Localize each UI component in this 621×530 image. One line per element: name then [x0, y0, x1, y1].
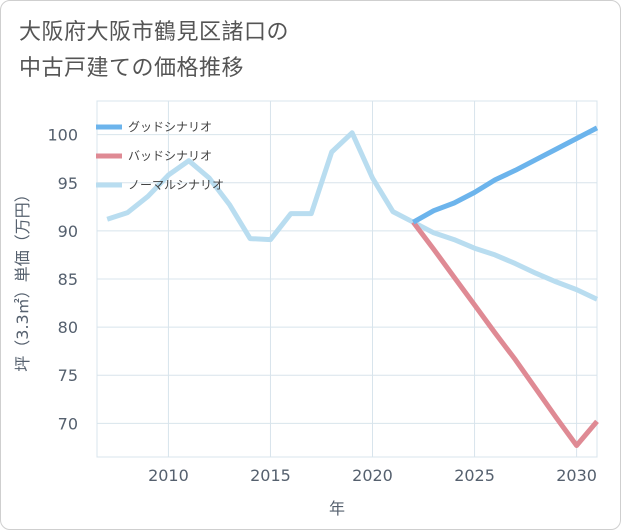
- series-lines: [106, 125, 599, 448]
- x-axis-ticks: 2010 2015 2020 2025 2030: [148, 466, 597, 485]
- x-axis-label: 年: [329, 499, 345, 518]
- grid-lines: [96, 100, 598, 458]
- y-axis-ticks: 70 75 80 85 90 95 100: [47, 126, 78, 434]
- series-line-1: [411, 220, 599, 448]
- x-tick-label: 2015: [250, 466, 291, 485]
- y-tick-label: 80: [58, 318, 78, 337]
- legend-label: ノーマルシナリオ: [128, 178, 224, 192]
- y-axis-label: 坪（3.3㎡）単価（万円）: [13, 186, 32, 371]
- x-tick-label: 2020: [352, 466, 393, 485]
- x-tick-label: 2010: [148, 466, 189, 485]
- chart-title: 大阪府大阪市鶴見区諸口の 中古戸建ての価格推移: [19, 15, 289, 87]
- x-tick-label: 2025: [454, 466, 495, 485]
- y-tick-label: 95: [58, 174, 78, 193]
- y-tick-label: 70: [58, 414, 78, 433]
- y-tick-label: 100: [47, 126, 78, 145]
- legend-label: グッドシナリオ: [128, 120, 212, 134]
- chart-title-line-2: 中古戸建ての価格推移: [19, 56, 245, 81]
- y-tick-label: 85: [58, 270, 78, 289]
- series-line-2: [106, 130, 599, 302]
- x-tick-label: 2030: [556, 466, 597, 485]
- legend-label: バッドシナリオ: [128, 149, 212, 163]
- y-tick-label: 90: [58, 222, 78, 241]
- y-tick-label: 75: [58, 366, 78, 385]
- chart-title-line-1: 大阪府大阪市鶴見区諸口の: [19, 20, 290, 45]
- series-line-0: [412, 125, 599, 225]
